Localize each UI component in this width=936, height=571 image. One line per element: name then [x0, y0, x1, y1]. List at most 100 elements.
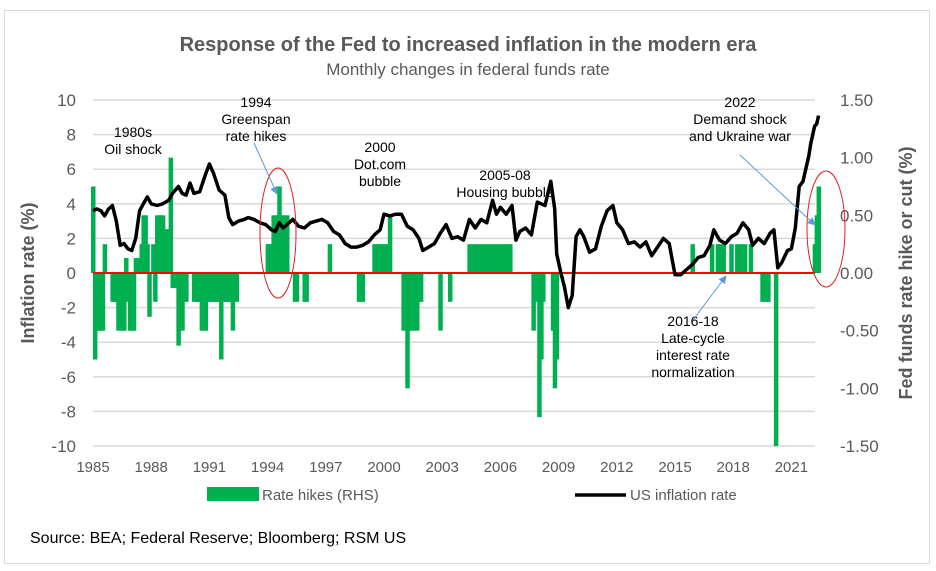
rate-change-bar [760, 273, 765, 302]
highlight-ellipse-1994 [259, 167, 297, 299]
rate-change-bar [498, 244, 503, 273]
x-tick-label: 1994 [251, 459, 284, 476]
x-tick-label: 2012 [600, 459, 633, 476]
rate-change-bar [123, 258, 129, 273]
legend-label-inflation: US inflation rate [630, 487, 737, 504]
left-axis-ticks: 10 8 6 4 2 0 -2 -4 -6 -8 -10 [51, 91, 76, 456]
left-tick-label: 6 [67, 160, 76, 179]
rate-change-bar [122, 273, 127, 331]
rate-change-bar [539, 273, 544, 360]
rate-change-bar [143, 215, 148, 273]
rate-change-bar [508, 244, 513, 273]
rate-change-bar [541, 273, 546, 302]
left-tick-label: 4 [67, 195, 76, 214]
rate-change-bar [131, 273, 137, 331]
rate-change-bar [690, 244, 695, 273]
rate-change-bar [360, 273, 366, 302]
inflation-line-group [92, 115, 821, 310]
annotation-text: Oil shock [104, 141, 163, 157]
rate-change-bar [471, 244, 476, 273]
legend-swatch-rate-hikes [207, 487, 259, 501]
rate-change-bar [405, 273, 410, 389]
rate-change-bar [145, 244, 150, 273]
x-tick-label: 2009 [542, 459, 575, 476]
left-tick-label: 8 [67, 126, 76, 145]
right-tick-label: 1.00 [840, 149, 873, 168]
rate-change-bar [184, 273, 189, 302]
rate-change-bar [168, 157, 174, 273]
x-tick-label: 2006 [484, 459, 517, 476]
x-tick-label: 1988 [135, 459, 168, 476]
rate-change-bar [721, 244, 726, 273]
rate-hike-bars [91, 157, 822, 446]
chart-subtitle: Monthly changes in federal funds rate [326, 60, 610, 79]
x-tick-label: 1991 [193, 459, 226, 476]
rate-change-bar [475, 244, 480, 273]
rate-change-bar [304, 273, 309, 302]
rate-change-bar [486, 244, 492, 273]
rate-change-bar [387, 215, 393, 273]
annotation-text: Greenspan [221, 111, 290, 127]
right-tick-label: -0.50 [840, 322, 879, 341]
annotation-text: Demand shock [693, 111, 787, 127]
left-axis-label: Inflation rate (%) [18, 202, 38, 343]
chart-title: Response of the Fed to increased inflati… [179, 34, 757, 56]
annotation-text: normalization [651, 364, 734, 380]
right-axis-label: Fed funds rate hike or cut (%) [896, 146, 916, 399]
rate-change-bar [735, 244, 740, 273]
chart-frame [4, 10, 930, 564]
right-tick-label: 1.50 [840, 91, 873, 110]
rate-change-bar [438, 273, 443, 331]
left-tick-label: 0 [67, 264, 76, 283]
arrow-2022 [739, 154, 816, 226]
rate-change-bar [738, 244, 744, 273]
left-tick-label: -4 [61, 333, 76, 352]
rate-change-bar [102, 244, 108, 273]
arrow-1994 [253, 142, 278, 195]
rate-change-bar [327, 244, 333, 273]
annotation-text: 2016-18 [667, 313, 719, 329]
left-tick-label: 2 [67, 229, 76, 248]
x-tick-label: 2018 [717, 459, 750, 476]
annotation-text: rate hikes [226, 128, 287, 144]
right-tick-label: 0.00 [840, 264, 873, 283]
rate-change-bar [147, 273, 152, 317]
annotation-text: and Ukraine war [689, 128, 791, 144]
rate-change-bar [294, 273, 300, 302]
rate-change-bar [447, 273, 453, 302]
rate-change-bar [554, 273, 560, 360]
rate-change-bar [816, 186, 822, 273]
x-tick-label: 2015 [658, 459, 691, 476]
left-tick-label: -6 [61, 368, 76, 387]
rate-change-bar [91, 186, 96, 273]
x-tick-label: 2021 [775, 459, 808, 476]
rate-change-bar [418, 273, 424, 302]
annotation-text: 2000 [364, 139, 395, 155]
rate-change-bar [502, 244, 507, 273]
rate-change-bar [100, 273, 106, 331]
legend-label-rate-hikes: Rate hikes (RHS) [262, 487, 379, 504]
annotation-text: interest rate [656, 347, 730, 363]
right-tick-label: -1.50 [840, 437, 879, 456]
inflation-line [92, 115, 821, 310]
rate-change-bar [383, 244, 389, 273]
rate-change-bar [742, 244, 748, 273]
right-axis-ticks: 1.50 1.00 0.50 0.00 -0.50 -1.00 -1.50 [840, 91, 879, 456]
rate-change-bar [729, 244, 734, 273]
x-axis-ticks: 1985 1988 1991 1994 1997 2000 2003 2006 2009 2012… [76, 459, 808, 476]
gridlines [93, 99, 815, 447]
x-tick-label: 2003 [426, 459, 459, 476]
annotation-text: Dot.com [354, 156, 406, 172]
rate-change-bar [234, 273, 240, 302]
annotation-text: 1994 [240, 94, 271, 110]
rate-change-bar [709, 244, 715, 273]
x-tick-label: 2000 [367, 459, 400, 476]
rate-change-bar [490, 244, 496, 273]
annotation-text: 2005-08 [479, 167, 531, 183]
left-tick-label: -2 [61, 299, 76, 318]
rate-change-bar [153, 273, 158, 302]
left-tick-label: 10 [57, 91, 76, 110]
rate-change-bar [482, 244, 488, 273]
